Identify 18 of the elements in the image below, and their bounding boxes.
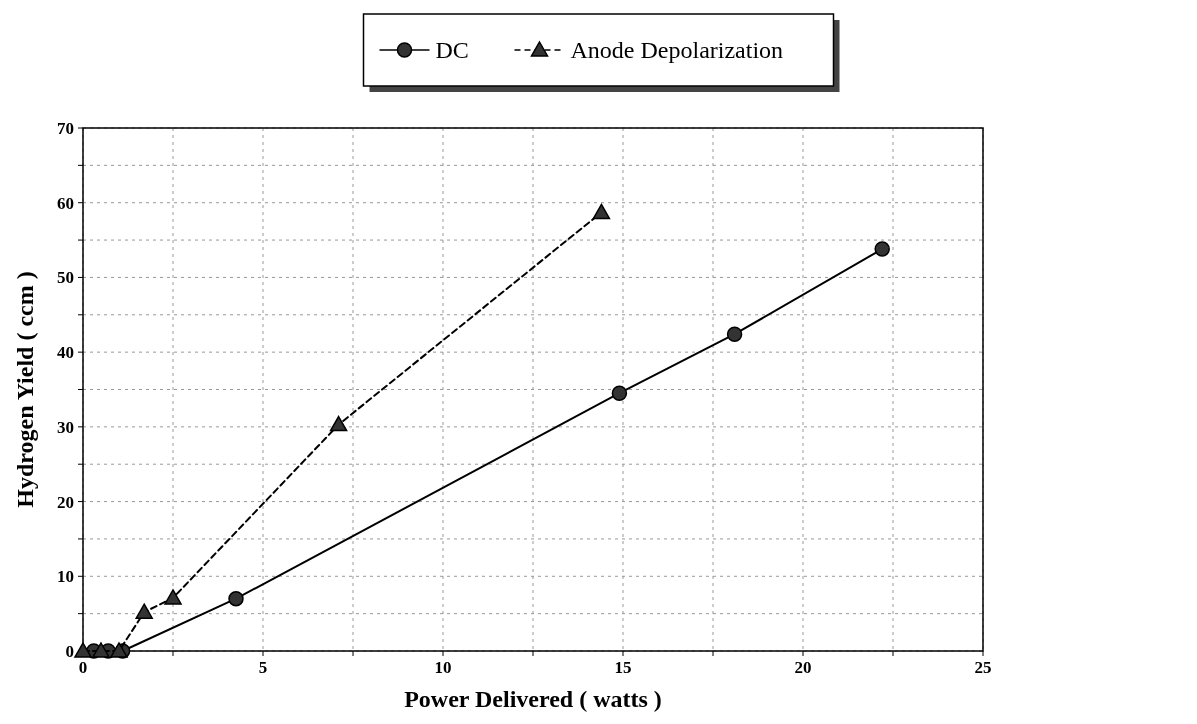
x-tick-label: 25 xyxy=(974,658,992,677)
x-tick-label: 0 xyxy=(78,658,88,677)
x-tick-label: 5 xyxy=(258,658,268,677)
y-tick-label: 40 xyxy=(57,343,74,363)
y-tick-label: 70 xyxy=(57,119,74,138)
y-tick-label: 60 xyxy=(57,193,74,213)
x-tick-label: 10 xyxy=(434,658,452,677)
y-tick-label: 50 xyxy=(57,268,74,288)
y-tick-label: 0 xyxy=(65,642,74,661)
y-tick-label: 30 xyxy=(57,417,74,437)
x-tick-label: 20 xyxy=(794,658,812,677)
y-axis-title: Hydrogen Yield ( ccm ) xyxy=(12,271,38,508)
y-tick-label: 10 xyxy=(57,567,74,587)
x-axis-title: Power Delivered ( watts ) xyxy=(404,686,662,712)
legend-label: DC xyxy=(435,37,469,63)
legend-label: Anode Depolarization xyxy=(570,37,784,63)
y-tick-label: 20 xyxy=(57,492,74,512)
x-tick-label: 15 xyxy=(614,658,632,677)
